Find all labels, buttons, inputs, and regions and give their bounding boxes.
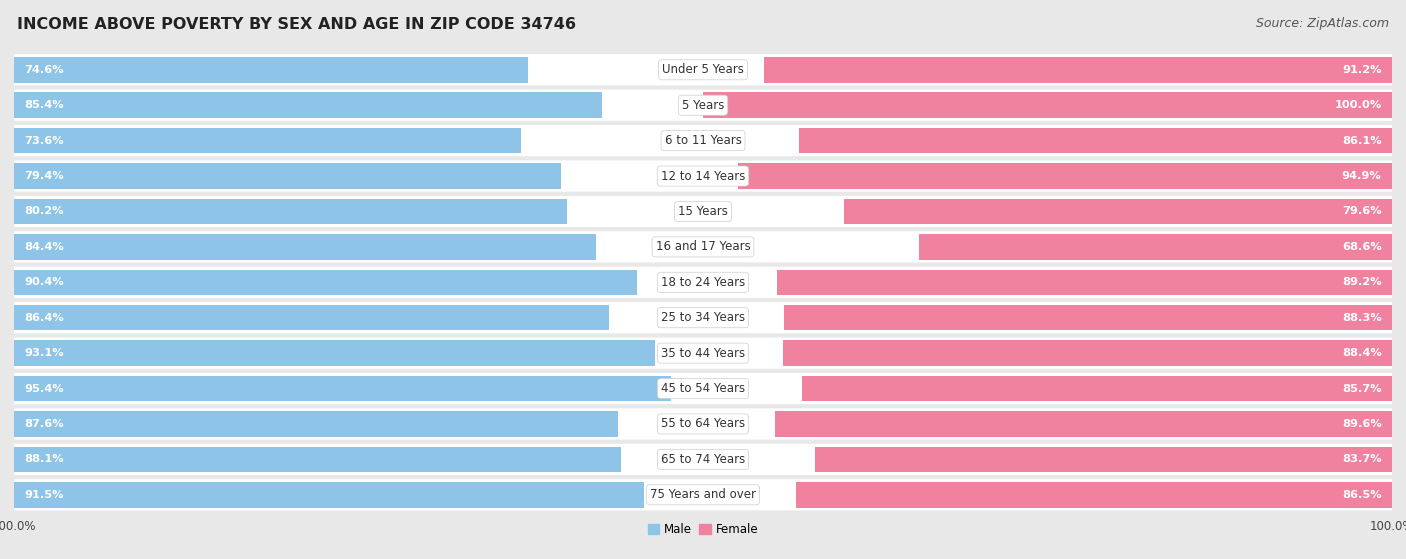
Text: 85.7%: 85.7% bbox=[1343, 383, 1382, 394]
Text: 85.4%: 85.4% bbox=[24, 100, 65, 110]
Text: 74.6%: 74.6% bbox=[24, 65, 65, 75]
Text: 75 Years and over: 75 Years and over bbox=[650, 489, 756, 501]
Text: 68.6%: 68.6% bbox=[1341, 242, 1382, 252]
Bar bbox=[14, 234, 596, 259]
Bar bbox=[920, 234, 1392, 259]
FancyBboxPatch shape bbox=[14, 267, 1392, 298]
Text: 18 to 24 Years: 18 to 24 Years bbox=[661, 276, 745, 289]
Bar bbox=[703, 92, 1392, 118]
Text: 15 Years: 15 Years bbox=[678, 205, 728, 218]
Text: 6 to 11 Years: 6 to 11 Years bbox=[665, 134, 741, 147]
Text: 84.4%: 84.4% bbox=[24, 242, 65, 252]
FancyBboxPatch shape bbox=[14, 160, 1392, 192]
Text: 100.0%: 100.0% bbox=[1334, 100, 1382, 110]
FancyBboxPatch shape bbox=[14, 196, 1392, 227]
Text: 91.2%: 91.2% bbox=[1343, 65, 1382, 75]
Legend: Male, Female: Male, Female bbox=[643, 518, 763, 541]
Text: Under 5 Years: Under 5 Years bbox=[662, 63, 744, 76]
Text: 89.2%: 89.2% bbox=[1341, 277, 1382, 287]
Bar bbox=[763, 57, 1392, 83]
Bar bbox=[14, 447, 621, 472]
Bar bbox=[775, 411, 1392, 437]
Bar bbox=[14, 269, 637, 295]
Text: 79.6%: 79.6% bbox=[1341, 206, 1382, 216]
Bar bbox=[14, 482, 644, 508]
Text: Source: ZipAtlas.com: Source: ZipAtlas.com bbox=[1256, 17, 1389, 30]
Bar bbox=[796, 482, 1392, 508]
Text: 55 to 64 Years: 55 to 64 Years bbox=[661, 418, 745, 430]
Bar bbox=[14, 163, 561, 189]
Bar bbox=[783, 305, 1392, 330]
Text: 5 Years: 5 Years bbox=[682, 99, 724, 112]
Text: 79.4%: 79.4% bbox=[24, 171, 65, 181]
Text: 65 to 74 Years: 65 to 74 Years bbox=[661, 453, 745, 466]
Bar bbox=[799, 128, 1392, 153]
Bar bbox=[14, 57, 529, 83]
Bar bbox=[801, 376, 1392, 401]
Text: 35 to 44 Years: 35 to 44 Years bbox=[661, 347, 745, 359]
Text: 25 to 34 Years: 25 to 34 Years bbox=[661, 311, 745, 324]
FancyBboxPatch shape bbox=[14, 338, 1392, 369]
FancyBboxPatch shape bbox=[14, 409, 1392, 439]
Text: 89.6%: 89.6% bbox=[1341, 419, 1382, 429]
Text: 91.5%: 91.5% bbox=[24, 490, 63, 500]
Bar bbox=[14, 376, 671, 401]
Bar bbox=[14, 305, 609, 330]
Text: 80.2%: 80.2% bbox=[24, 206, 63, 216]
Text: 86.1%: 86.1% bbox=[1341, 136, 1382, 146]
Text: 87.6%: 87.6% bbox=[24, 419, 65, 429]
FancyBboxPatch shape bbox=[14, 125, 1392, 156]
Text: INCOME ABOVE POVERTY BY SEX AND AGE IN ZIP CODE 34746: INCOME ABOVE POVERTY BY SEX AND AGE IN Z… bbox=[17, 17, 576, 32]
Text: 16 and 17 Years: 16 and 17 Years bbox=[655, 240, 751, 253]
Text: 88.1%: 88.1% bbox=[24, 454, 65, 465]
Bar bbox=[815, 447, 1392, 472]
Bar bbox=[844, 198, 1392, 224]
Bar bbox=[738, 163, 1392, 189]
Bar bbox=[783, 340, 1392, 366]
Text: 94.9%: 94.9% bbox=[1341, 171, 1382, 181]
FancyBboxPatch shape bbox=[14, 89, 1392, 121]
Text: 88.4%: 88.4% bbox=[1341, 348, 1382, 358]
Bar bbox=[778, 269, 1392, 295]
Text: 45 to 54 Years: 45 to 54 Years bbox=[661, 382, 745, 395]
Bar bbox=[14, 198, 567, 224]
Bar bbox=[14, 128, 522, 153]
Text: 73.6%: 73.6% bbox=[24, 136, 65, 146]
Text: 93.1%: 93.1% bbox=[24, 348, 65, 358]
Text: 86.5%: 86.5% bbox=[1341, 490, 1382, 500]
Bar bbox=[14, 92, 602, 118]
FancyBboxPatch shape bbox=[14, 444, 1392, 475]
FancyBboxPatch shape bbox=[14, 231, 1392, 263]
Bar bbox=[14, 340, 655, 366]
FancyBboxPatch shape bbox=[14, 302, 1392, 333]
FancyBboxPatch shape bbox=[14, 54, 1392, 86]
Text: 83.7%: 83.7% bbox=[1341, 454, 1382, 465]
Bar bbox=[14, 411, 617, 437]
Text: 88.3%: 88.3% bbox=[1341, 312, 1382, 323]
Text: 95.4%: 95.4% bbox=[24, 383, 65, 394]
Text: 12 to 14 Years: 12 to 14 Years bbox=[661, 169, 745, 183]
Text: 90.4%: 90.4% bbox=[24, 277, 65, 287]
FancyBboxPatch shape bbox=[14, 479, 1392, 510]
FancyBboxPatch shape bbox=[14, 373, 1392, 404]
Text: 86.4%: 86.4% bbox=[24, 312, 65, 323]
